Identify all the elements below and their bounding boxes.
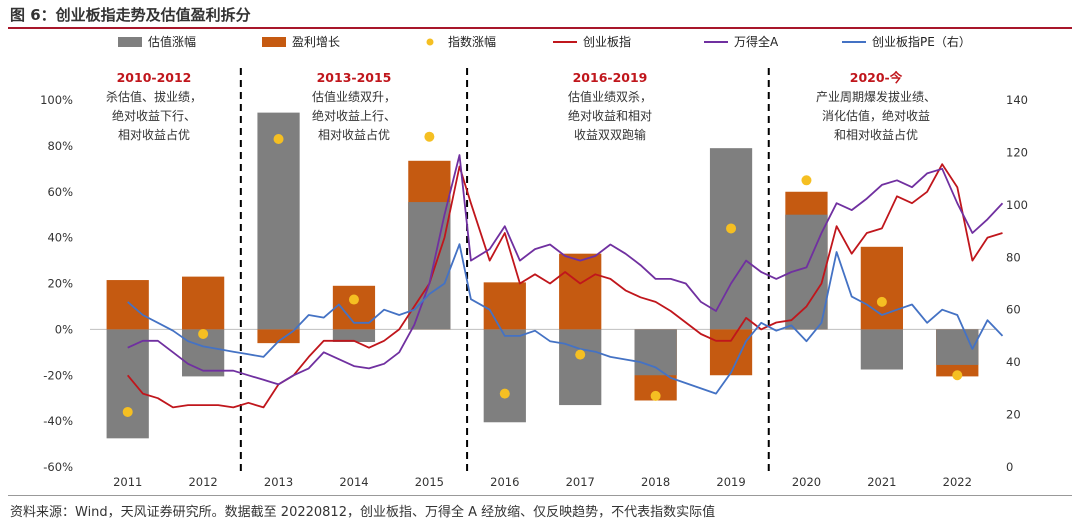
- y-right-tick-label: 100: [1006, 198, 1028, 212]
- valuation-bar-2021: [860, 329, 903, 370]
- earnings-bar-2012: [182, 276, 225, 330]
- earnings-bar-2011: [106, 280, 149, 330]
- phase-heading-2: 2016-2019: [573, 70, 648, 85]
- bars: [106, 112, 979, 439]
- y-left-tick-label: -20%: [43, 368, 73, 382]
- earnings-bar-2021: [860, 246, 903, 330]
- x-tick-label: 2018: [641, 475, 670, 489]
- index-return-dot-2019: [726, 223, 737, 234]
- earnings-bar-2019: [709, 329, 753, 376]
- phase-note-line: 和相对收益占优: [834, 127, 918, 142]
- valuation-bar-2011: [106, 329, 149, 439]
- index-return-dot-2011: [122, 406, 133, 417]
- index_return-legend-swatch: [426, 38, 434, 46]
- chinext-line: [127, 163, 1003, 409]
- index-return-dot-2022: [952, 370, 963, 381]
- wind_a-line: [127, 154, 1004, 386]
- legend: 估值涨幅 盈利增长 指数涨幅 创业板指 万得全A 创业板指PE（右）: [118, 34, 971, 49]
- valuation-bar-2016: [483, 329, 526, 423]
- valuation-bar-2017: [559, 329, 602, 406]
- phase-note-line: 估值业绩双升，: [312, 89, 396, 104]
- valuation-bar-2014: [332, 329, 376, 342]
- y-right-tick-label: 40: [1006, 355, 1021, 369]
- y-left-ticks: -60% -40% -20% 0% 20% 40% 60% 80% 100%: [40, 93, 73, 474]
- index-return-dot-2018: [650, 390, 661, 401]
- index-return-dot-2014: [348, 294, 359, 305]
- phase-note-line: 杀估值、拔业绩，: [106, 89, 202, 104]
- x-ticks: 2011 2012 2013 2014 2015 2016 2017 2018 2019 2020…: [113, 475, 972, 489]
- phase-note-line: 绝对收益下行、: [112, 108, 196, 123]
- y-right-tick-label: 140: [1006, 93, 1028, 107]
- x-tick-label: 2019: [716, 475, 745, 489]
- phase-note-line: 估值业绩双杀，: [568, 89, 652, 104]
- earnings-legend-swatch: [262, 37, 286, 47]
- chart-title: 图 6：创业板指走势及估值盈利拆分: [10, 6, 251, 24]
- valuation-legend-swatch: [118, 37, 142, 47]
- index-return-dot-2016: [499, 388, 510, 399]
- y-right-tick-label: 120: [1006, 145, 1028, 159]
- x-tick-label: 2022: [943, 475, 972, 489]
- index-return-dot-2012: [198, 328, 209, 339]
- title-rule: [8, 27, 1072, 29]
- index-return-dot-2020: [801, 175, 812, 186]
- y-left-tick-label: 0%: [55, 322, 73, 336]
- y-right-tick-label: 60: [1006, 303, 1021, 317]
- valuation-bar-2019: [709, 148, 753, 330]
- x-tick-label: 2012: [188, 475, 217, 489]
- x-tick-label: 2016: [490, 475, 519, 489]
- y-right-tick-label: 80: [1006, 250, 1021, 264]
- y-left-tick-label: -60%: [43, 460, 73, 474]
- phase-heading-0: 2010-2012: [117, 70, 192, 85]
- index-return-dot-2021: [876, 296, 887, 307]
- phase-note-line: 消化估值，绝对收益: [822, 108, 930, 123]
- phase-dividers: [239, 68, 770, 476]
- footer-rule: [8, 495, 1072, 496]
- x-tick-label: 2011: [113, 475, 142, 489]
- y-left-tick-label: 40%: [47, 231, 73, 245]
- earnings-bar-2017: [559, 253, 602, 330]
- y-left-tick-label: 80%: [47, 139, 73, 153]
- index-return-dot-2017: [575, 349, 586, 360]
- valuation-legend-label: 估值涨幅: [148, 34, 196, 49]
- lines: [127, 154, 1004, 409]
- y-left-tick-label: 60%: [47, 185, 73, 199]
- phase-note-line: 相对收益占优: [318, 127, 390, 142]
- x-tick-label: 2017: [566, 475, 595, 489]
- x-tick-label: 2020: [792, 475, 821, 489]
- earnings-legend-label: 盈利增长: [292, 35, 340, 49]
- phase-note-line: 收益双双跑输: [574, 127, 646, 142]
- index_return-legend-label: 指数涨幅: [448, 34, 496, 49]
- x-tick-label: 2015: [415, 475, 444, 489]
- pe-line: [127, 243, 1004, 395]
- y-right-tick-label: 20: [1006, 408, 1021, 422]
- y-right-tick-label: 0: [1006, 460, 1013, 474]
- index-return-dot-2015: [424, 131, 435, 142]
- phase-note-line: 相对收益占优: [118, 127, 190, 142]
- valuation-bar-2013: [257, 112, 300, 330]
- phase-note-line: 绝对收益和相对: [568, 108, 652, 123]
- phase-note-line: 绝对收益上行、: [312, 108, 396, 123]
- phase-heading-3: 2020-今: [850, 70, 903, 85]
- phase-heading-1: 2013-2015: [317, 70, 392, 85]
- source-note: 资料来源：Wind，天风证券研究所。数据截至 20220812，创业板指、万得全…: [10, 505, 716, 520]
- earnings-bar-2016: [483, 282, 526, 330]
- phase-note-line: 产业周期爆发拔业绩、: [816, 89, 936, 104]
- x-tick-label: 2014: [339, 475, 368, 489]
- phase-annotations: 2010-2012杀估值、拔业绩，绝对收益下行、相对收益占优2013-2015估…: [106, 70, 936, 142]
- wind_a-legend-label: 万得全A: [734, 34, 779, 49]
- y-left-tick-label: 100%: [40, 93, 73, 107]
- pe-legend-label: 创业板指PE（右）: [872, 34, 971, 49]
- x-tick-label: 2013: [264, 475, 293, 489]
- chinext-legend-label: 创业板指: [583, 34, 631, 49]
- y-left-tick-label: -40%: [43, 414, 73, 428]
- y-right-ticks: 0 20 40 60 80 100 120 140: [1006, 93, 1028, 474]
- index-return-dots: [122, 131, 963, 417]
- y-left-tick-label: 20%: [47, 277, 73, 291]
- x-tick-label: 2021: [867, 475, 896, 489]
- index-return-dot-2013: [273, 133, 284, 144]
- combo-chart: 估值涨幅 盈利增长 指数涨幅 创业板指 万得全A 创业板指PE（右） -60% -40% -2…: [40, 34, 1028, 489]
